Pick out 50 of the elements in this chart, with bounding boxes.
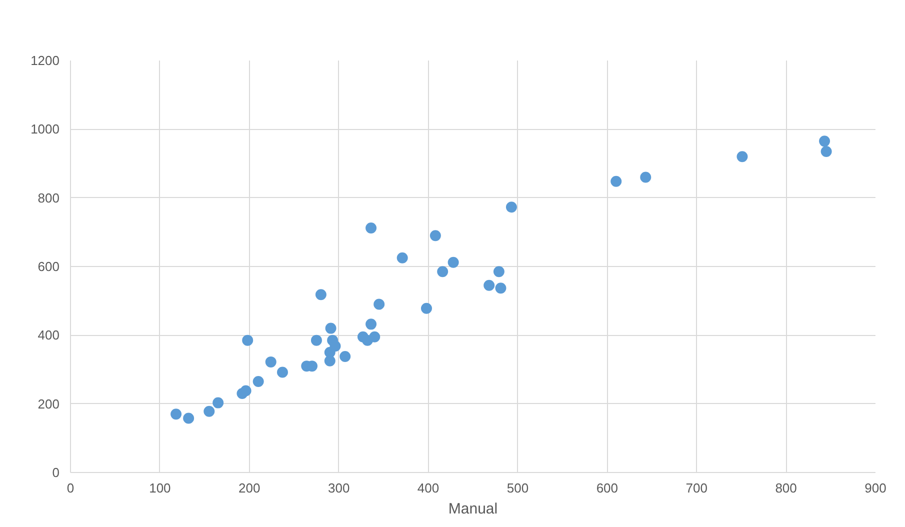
point (495, 282, 506, 294)
point (640, 172, 652, 183)
point (276, 366, 288, 378)
y-tick-label: 1200 (30, 53, 60, 68)
point (204, 406, 215, 417)
x-tick-label: 400 (417, 480, 440, 496)
point (330, 340, 341, 352)
point (820, 146, 832, 157)
x-tick-label: 700 (686, 480, 708, 496)
point (430, 230, 441, 242)
y-tick-label: 600 (38, 259, 60, 274)
point (448, 256, 459, 268)
point (420, 302, 432, 314)
point (170, 408, 182, 420)
point (183, 412, 194, 424)
y-tick-label: 200 (38, 396, 60, 412)
x-tick-label: 100 (149, 480, 171, 496)
point (325, 322, 336, 334)
point (506, 202, 517, 213)
x-tick-label: 200 (238, 480, 260, 496)
point (340, 350, 351, 362)
point (437, 266, 448, 278)
y-tick-label: 0 (52, 465, 60, 480)
x-axis-title: Manual (448, 500, 498, 518)
x-tick-label: 0 (66, 480, 74, 496)
x-tick-label: 500 (506, 480, 529, 496)
x-tick-label: 300 (328, 480, 350, 496)
x-tick-label: 900 (864, 480, 886, 496)
point (484, 280, 495, 291)
x-tick-label: 600 (596, 480, 618, 496)
point (374, 298, 385, 310)
point (366, 222, 377, 234)
point (240, 385, 252, 396)
point (819, 136, 830, 147)
point (493, 266, 504, 278)
y-tick-label: 800 (38, 190, 60, 206)
y-tick-label: 400 (38, 328, 60, 343)
point (212, 397, 224, 408)
point (252, 376, 264, 388)
point (610, 176, 622, 187)
point (396, 252, 408, 264)
point (736, 151, 748, 162)
point (366, 318, 377, 330)
y-tick-label: 1000 (30, 122, 60, 137)
point (265, 356, 276, 368)
x-tick-label: 800 (775, 480, 797, 496)
point (310, 334, 322, 346)
point (369, 331, 380, 342)
point (242, 334, 254, 346)
point (315, 289, 326, 300)
